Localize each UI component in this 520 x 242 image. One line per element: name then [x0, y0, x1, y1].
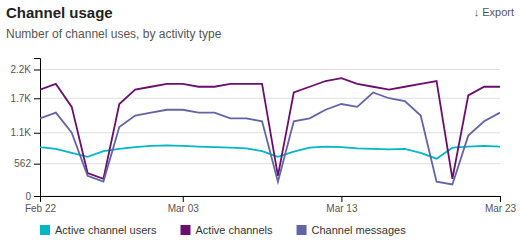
tick-mark [341, 196, 342, 202]
tick-label: Feb 22 [25, 203, 57, 214]
legend-item: Channel messages [297, 224, 407, 236]
tick-mark [34, 98, 40, 99]
tick-mark [40, 196, 41, 202]
legend-item: Active channel users [40, 224, 157, 236]
legend-item: Active channels [181, 224, 274, 236]
legend-label: Channel messages [312, 224, 407, 236]
tick: Mar 23 [485, 196, 517, 214]
tick: Mar 03 [168, 196, 200, 214]
tick: 0 [25, 191, 40, 202]
tick: 1.7K [10, 93, 40, 104]
title: Channel usage [6, 4, 113, 21]
tick: 2.2K [10, 64, 40, 75]
legend-swatch [297, 225, 307, 235]
legend: Active channel users Active channels Chann… [40, 224, 406, 236]
tick-label: 0 [25, 191, 31, 202]
grid-line [40, 98, 500, 99]
tick: Feb 22 [25, 196, 57, 214]
legend-swatch [40, 225, 50, 235]
tick-mark [34, 70, 40, 71]
annotation: ↓ Export [474, 6, 514, 18]
tick: 1.1K [10, 127, 40, 138]
y-axis: 0 562 1.1K 1.7K 2.2K [10, 59, 40, 202]
tick-label: 562 [14, 158, 31, 169]
tick-label: Mar 23 [485, 203, 517, 214]
x-axis: Feb 22 Mar 03 Mar 13 Mar 23 [25, 196, 517, 214]
tick-label: 1.1K [10, 127, 31, 138]
tick-mark [183, 196, 184, 202]
grid [40, 70, 500, 197]
series-line [40, 93, 500, 185]
legend-label: Active channel users [55, 224, 157, 236]
tick: Mar 13 [326, 196, 358, 214]
tick-mark [34, 196, 40, 197]
legend-swatch [181, 225, 191, 235]
plot-area: 0 562 1.1K 1.7K 2.2K Feb 22 Mar 03 Mar 13 Mar 23 [10, 59, 516, 215]
lines [40, 78, 500, 184]
subtitle: Number of channel uses, by activity type [6, 27, 222, 41]
chart-svg: Channel usage Number of channel uses, by … [0, 0, 520, 242]
tick-label: Mar 13 [326, 203, 358, 214]
grid-line [40, 69, 500, 70]
tick-label: 2.2K [10, 64, 31, 75]
tick-mark [34, 133, 40, 134]
tick-label: Mar 03 [168, 203, 200, 214]
axis-domain [41, 197, 501, 203]
legend-label: Active channels [196, 224, 274, 236]
tick: 562 [14, 158, 40, 169]
tick-mark [34, 164, 40, 165]
chart-container: Channel usage Number of channel uses, by … [0, 0, 520, 242]
tick-mark [500, 196, 501, 202]
tick-label: 1.7K [10, 93, 31, 104]
axis-domain [34, 59, 41, 197]
